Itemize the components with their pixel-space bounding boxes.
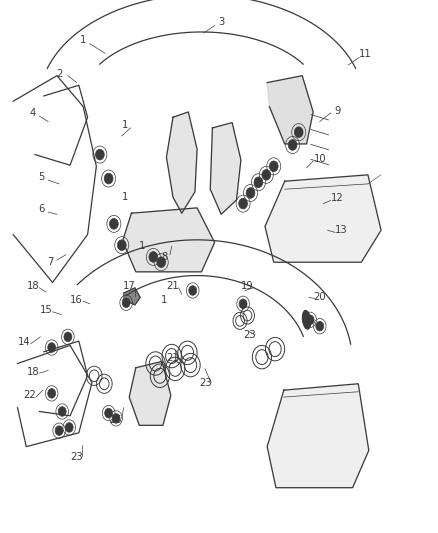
Circle shape	[48, 343, 56, 352]
Polygon shape	[265, 175, 381, 262]
Text: 20: 20	[314, 292, 326, 302]
Text: 22: 22	[23, 391, 36, 400]
Circle shape	[254, 177, 263, 188]
Text: 14: 14	[18, 337, 30, 347]
Polygon shape	[267, 384, 369, 488]
Text: 11: 11	[359, 50, 372, 59]
Circle shape	[157, 257, 166, 268]
Circle shape	[122, 298, 130, 308]
Polygon shape	[124, 288, 140, 305]
Text: 13: 13	[336, 225, 348, 235]
Circle shape	[316, 321, 324, 331]
Text: 1: 1	[122, 192, 128, 202]
Text: 5: 5	[39, 172, 45, 182]
Circle shape	[48, 389, 56, 398]
Circle shape	[288, 140, 297, 150]
Circle shape	[246, 188, 255, 198]
Circle shape	[239, 299, 247, 309]
Text: 23: 23	[71, 453, 83, 462]
Circle shape	[104, 173, 113, 184]
Polygon shape	[123, 208, 215, 272]
Text: 1: 1	[161, 295, 167, 304]
Circle shape	[239, 198, 247, 209]
Circle shape	[262, 169, 271, 180]
Circle shape	[58, 407, 66, 416]
Text: 3: 3	[218, 18, 224, 27]
Text: 19: 19	[241, 281, 254, 291]
Circle shape	[294, 127, 303, 138]
Text: 10: 10	[314, 154, 326, 164]
Text: 21: 21	[166, 281, 180, 291]
Text: 9: 9	[334, 106, 340, 116]
Text: 17: 17	[123, 281, 136, 291]
Text: 6: 6	[39, 204, 45, 214]
Text: 18: 18	[27, 367, 39, 377]
Text: 7: 7	[47, 257, 53, 267]
Circle shape	[105, 408, 113, 418]
Circle shape	[95, 149, 104, 160]
Text: 12: 12	[331, 193, 344, 203]
Text: 4: 4	[30, 108, 36, 118]
Circle shape	[269, 161, 278, 172]
Polygon shape	[267, 76, 313, 144]
Polygon shape	[129, 361, 171, 425]
Circle shape	[117, 240, 126, 251]
Text: 1: 1	[80, 35, 86, 45]
Circle shape	[306, 315, 314, 325]
Text: 2: 2	[56, 69, 62, 78]
Ellipse shape	[303, 311, 311, 329]
Circle shape	[189, 286, 197, 295]
Circle shape	[110, 219, 118, 229]
Polygon shape	[166, 112, 197, 213]
Text: 23: 23	[200, 378, 212, 387]
Text: 18: 18	[27, 281, 39, 291]
Polygon shape	[210, 123, 241, 214]
Circle shape	[65, 423, 73, 432]
Text: 15: 15	[39, 305, 53, 315]
Circle shape	[112, 414, 120, 423]
Text: 23: 23	[244, 330, 256, 340]
Text: 1: 1	[122, 120, 128, 130]
Circle shape	[149, 252, 158, 262]
Circle shape	[64, 332, 72, 342]
Text: 1: 1	[139, 241, 145, 251]
Circle shape	[55, 426, 63, 435]
Text: 16: 16	[70, 295, 83, 304]
Text: 25: 25	[110, 415, 123, 425]
Text: 21: 21	[166, 353, 180, 363]
Text: 8: 8	[161, 252, 167, 262]
